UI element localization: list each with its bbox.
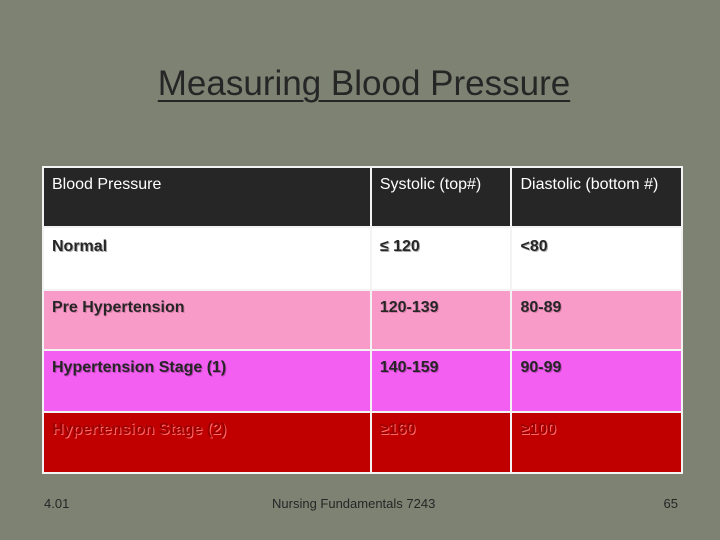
table-row-stage-2: Hypertension Stage (2) ≥160 ≥100 xyxy=(42,411,683,474)
diastolic-cell: <80 xyxy=(510,226,683,291)
diastolic-cell: 80-89 xyxy=(510,289,683,351)
header-diastolic: Diastolic (bottom #) xyxy=(510,166,683,228)
category-cell: Normal xyxy=(42,226,372,291)
table-header-row: Blood Pressure Systolic (top#) Diastolic… xyxy=(42,166,683,228)
category-cell: Hypertension Stage (2) xyxy=(42,411,372,474)
footer-course-name: Nursing Fundamentals 7243 xyxy=(272,496,436,511)
systolic-cell: ≤ 120 xyxy=(369,226,513,291)
systolic-cell: 140-159 xyxy=(369,349,513,413)
slide-title: Measuring Blood Pressure xyxy=(157,64,571,103)
blood-pressure-table: Blood Pressure Systolic (top#) Diastolic… xyxy=(42,166,683,474)
systolic-cell: 120-139 xyxy=(369,289,513,351)
diastolic-cell: 90-99 xyxy=(510,349,683,413)
category-cell: Hypertension Stage (1) xyxy=(42,349,372,413)
header-blood-pressure: Blood Pressure xyxy=(42,166,372,228)
diastolic-cell: ≥100 xyxy=(510,411,683,474)
table-row-stage-1: Hypertension Stage (1) 140-159 90-99 xyxy=(42,349,683,413)
footer-section-number: 4.01 xyxy=(44,496,70,511)
table-row-normal: Normal ≤ 120 <80 xyxy=(42,226,683,291)
header-systolic: Systolic (top#) xyxy=(369,166,513,228)
table-row-pre-hypertension: Pre Hypertension 120-139 80-89 xyxy=(42,289,683,351)
footer-slide-number: 65 xyxy=(663,496,678,511)
category-cell: Pre Hypertension xyxy=(42,289,372,351)
systolic-cell: ≥160 xyxy=(369,411,513,474)
